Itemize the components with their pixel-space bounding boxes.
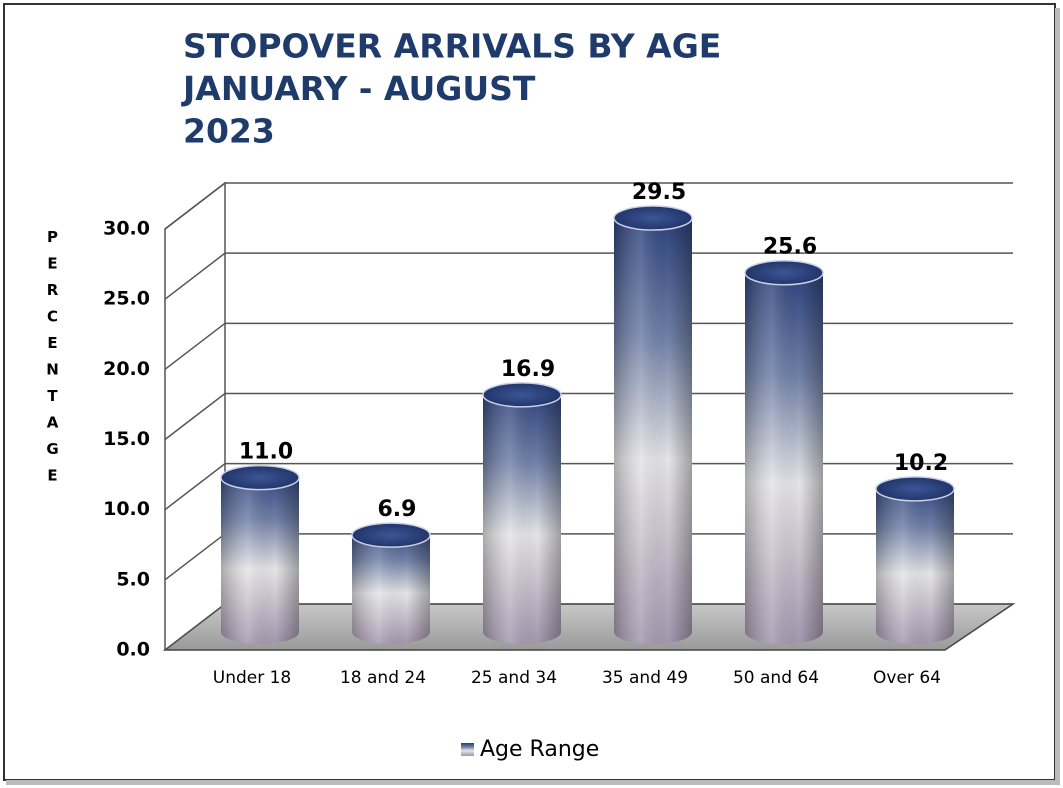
bar-top [613,205,693,231]
bar-shade [614,206,692,644]
bar-shade [876,476,954,644]
bar-shade [745,260,823,644]
y-tick-label: 20.0 [103,358,150,380]
grid-line [164,252,1013,300]
bar-top [482,382,562,408]
legend-swatch [461,743,474,756]
bar-top [351,522,431,548]
bar-shade [352,523,430,644]
value-label: 25.6 [763,235,817,260]
bar-shade [483,382,561,644]
chart-title: JANUARY - AUGUST [181,69,536,108]
x-tick-label: 50 and 64 [733,668,819,688]
y-tick-label: 10.0 [103,498,150,520]
x-tick-label: Under 18 [213,668,292,688]
x-tick-label: Over 64 [873,668,941,688]
chart-title: 2023 [183,112,275,151]
y-axis-label: PERCENTAGE [44,228,62,493]
bar-top [875,476,955,502]
bar-top [744,259,824,286]
value-label: 16.9 [501,357,555,382]
value-label: 10.2 [894,451,948,476]
value-label: 6.9 [378,497,417,522]
value-label: 11.0 [239,440,293,465]
y-tick-label: 25.0 [103,288,150,310]
y-tick-label: 5.0 [116,568,150,590]
value-label: 29.5 [632,180,686,205]
x-tick-label: 35 and 49 [602,668,688,688]
frame-shadow [1055,8,1060,785]
y-tick-label: 0.0 [116,639,150,661]
x-tick-label: 25 and 34 [471,668,557,688]
frame-shadow [6,780,1057,785]
x-tick-label: 18 and 24 [340,668,426,688]
bar-top [220,464,300,491]
y-tick-label: 30.0 [103,218,150,240]
y-tick-label: 15.0 [103,428,150,450]
legend-label: Age Range [480,737,599,762]
bar-shade [221,465,299,644]
grid-line [164,182,1013,230]
chart-title: STOPOVER ARRIVALS BY AGE [183,27,721,66]
